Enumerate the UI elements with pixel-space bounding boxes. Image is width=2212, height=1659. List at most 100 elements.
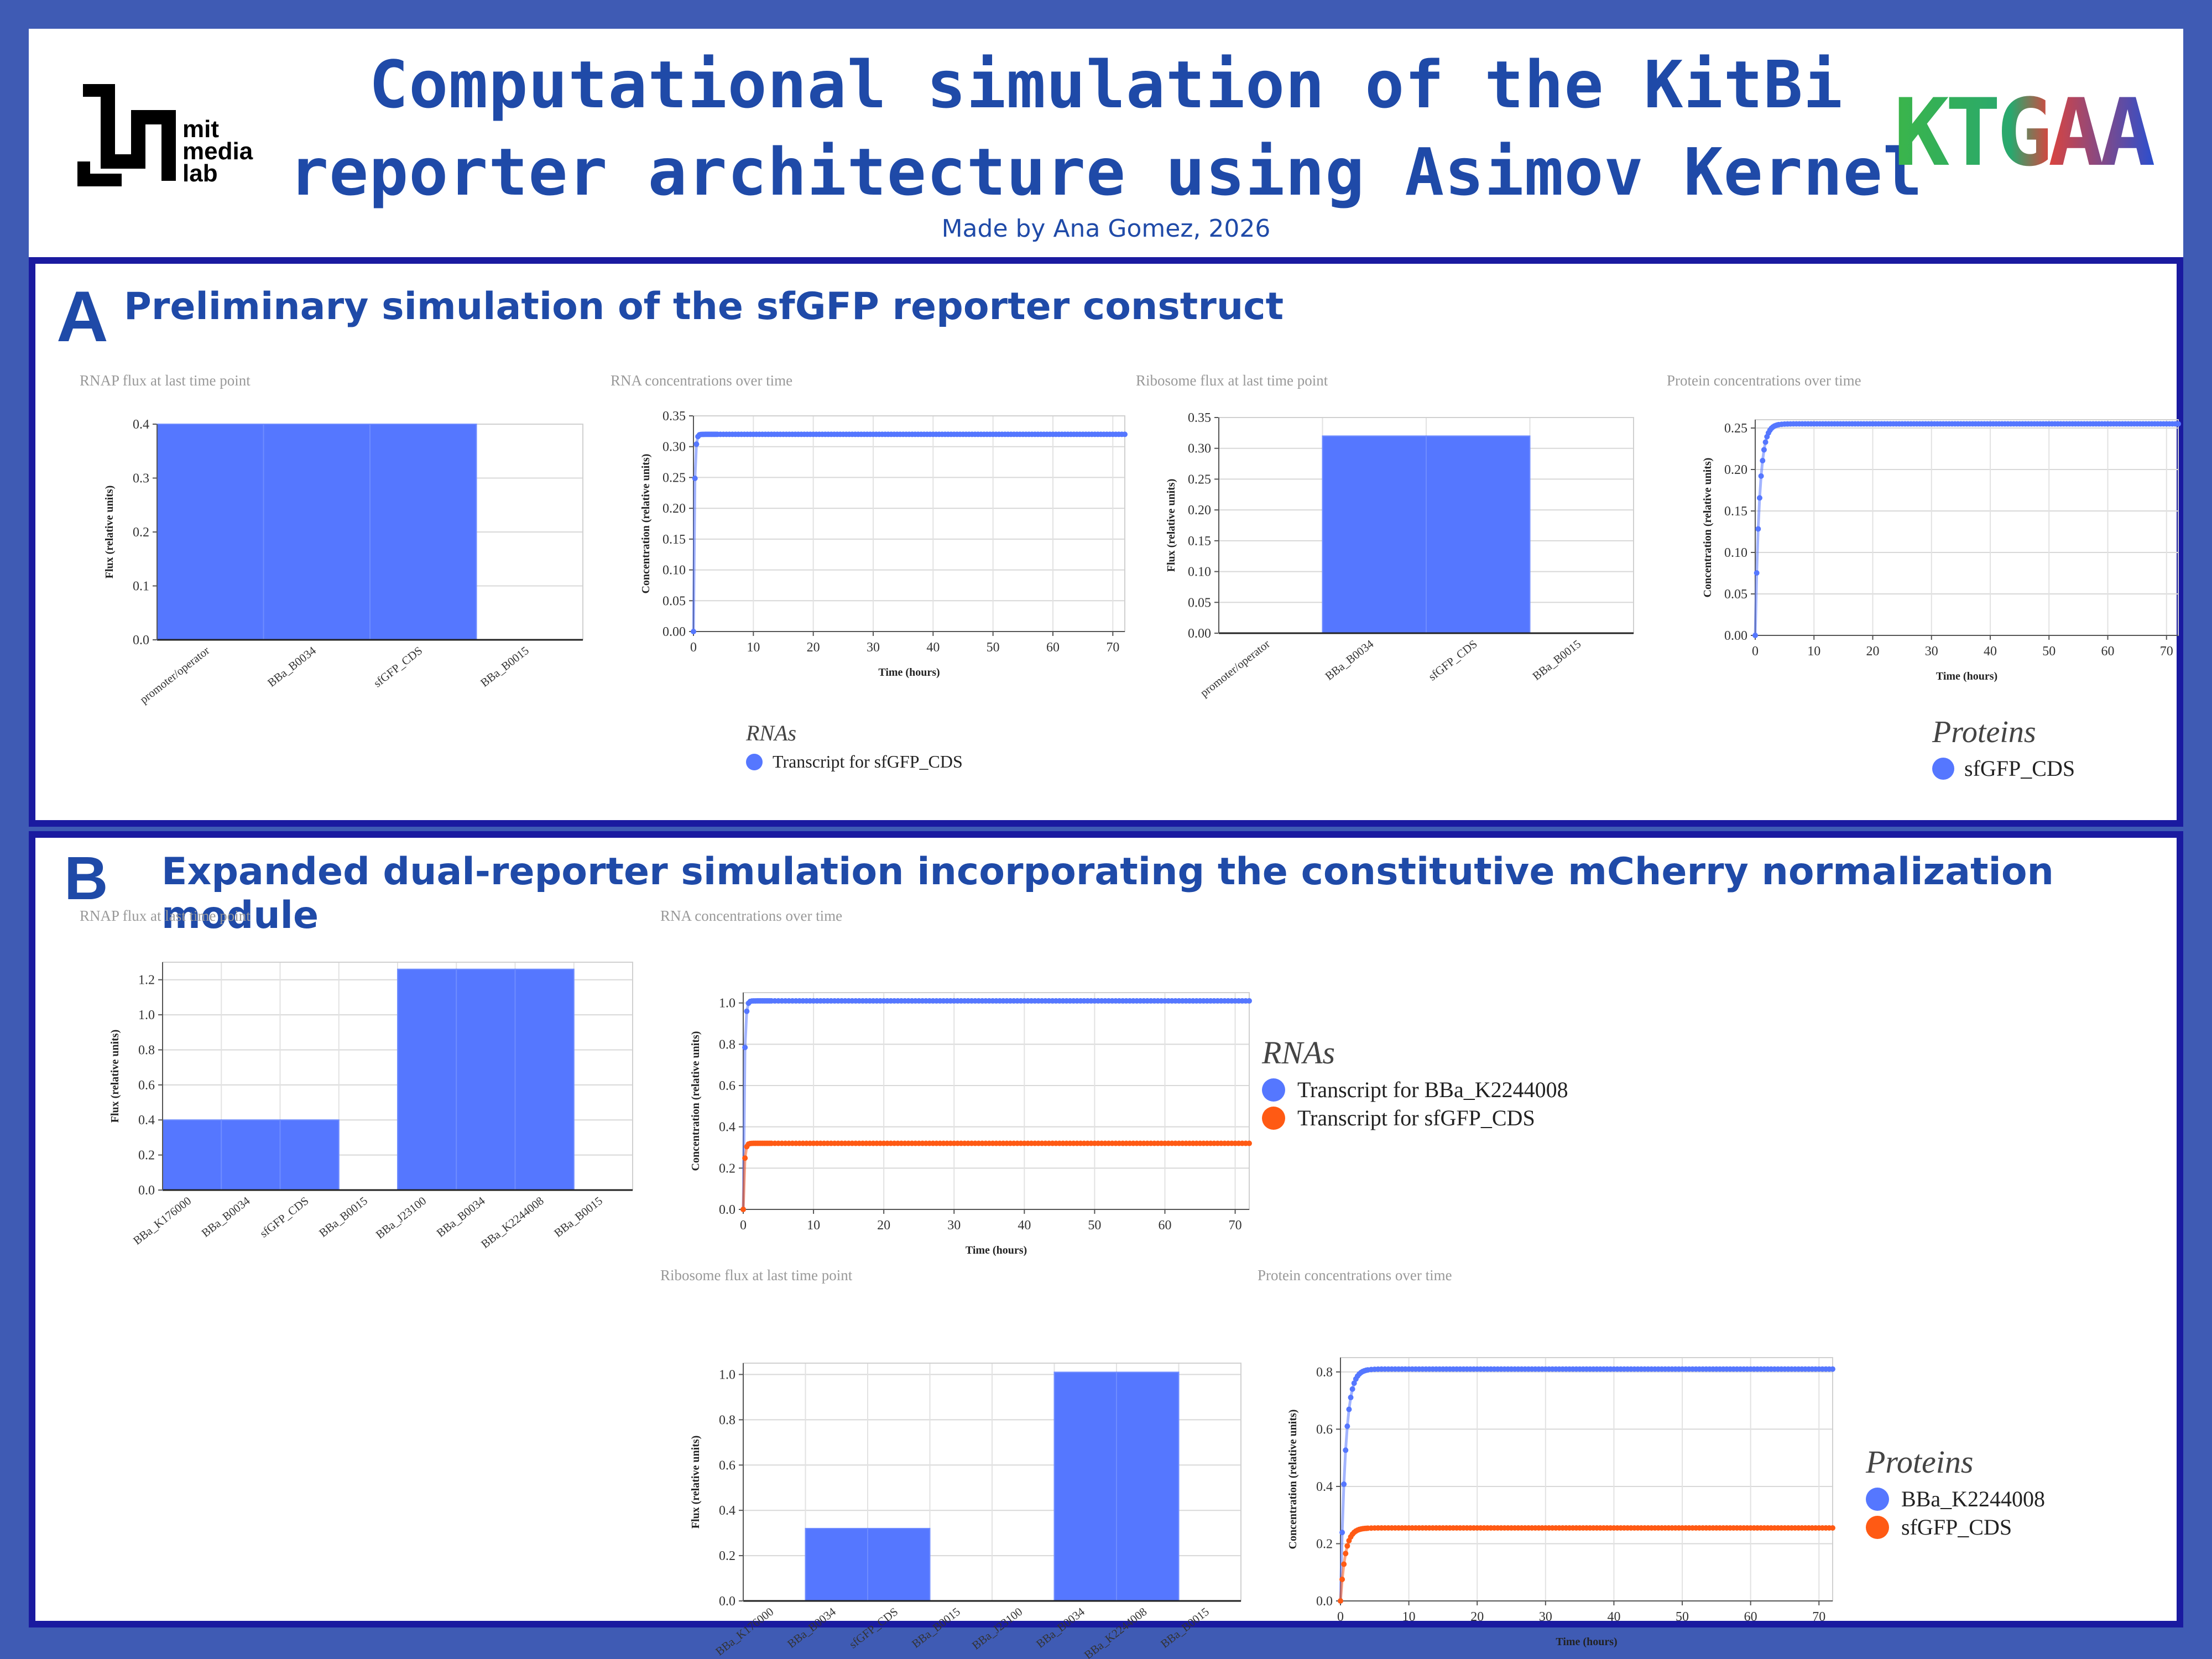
y-tick-label: 0.4 (1316, 1480, 1333, 1494)
y-tick-label: 0.2 (138, 1149, 155, 1163)
series-line (1754, 422, 2178, 636)
x-tick-label: 70 (2160, 644, 2173, 659)
x-tick-label: 40 (1607, 1610, 1620, 1624)
x-tick-label: BBa_B0034 (265, 644, 319, 690)
series-line (1339, 1368, 1833, 1601)
x-tick-label: 30 (1925, 644, 1938, 659)
y-axis-label: Concentration (relative units) (1287, 1410, 1299, 1550)
y-tick-label: 0.6 (719, 1079, 735, 1093)
x-tick-label: 70 (1229, 1218, 1242, 1233)
x-tick-label: BBa_B0034 (434, 1194, 488, 1240)
y-tick-label: 0.2 (719, 1549, 735, 1563)
legend-a-proteins: Proteins sfGFP_CDS (1932, 714, 2075, 781)
ktgaa-logo-text: KTGAA (1893, 94, 2154, 177)
data-point (1343, 1447, 1349, 1453)
chart-title: RNA concentrations over time (660, 907, 842, 924)
series-swatch (1932, 757, 1954, 780)
y-axis-label: Concentration (relative units) (1702, 458, 1714, 598)
x-tick-label: sfGFP_CDS (847, 1605, 901, 1651)
data-point (693, 441, 700, 447)
y-tick-label: 0.20 (1724, 463, 1747, 477)
y-tick-label: 0.8 (1316, 1365, 1333, 1380)
y-tick-label: 0.10 (1188, 565, 1211, 580)
series (691, 431, 1128, 634)
x-tick-label: 30 (947, 1218, 961, 1233)
bar (456, 968, 516, 1191)
y-tick-label: 0.6 (1316, 1422, 1333, 1437)
x-tick-label: 60 (2101, 644, 2115, 659)
chart-title: RNA concentrations over time (611, 372, 792, 389)
x-tick-label: BBa_J23100 (373, 1194, 429, 1241)
chart-svg: RNA concentrations over time 0.0 0.2 0.4 0.6… (660, 907, 1252, 1256)
y-tick-label: 1.0 (719, 1368, 735, 1382)
chart-a-ribosome-flux: Ribosome flux at last time point 0.00 0.05… (1136, 369, 1634, 700)
data-point (1762, 439, 1768, 445)
y-axis-label: Flux (relative units) (109, 1030, 121, 1123)
data-point (1341, 1561, 1347, 1567)
poster-header: mit media lab Computational simulation o… (29, 29, 2183, 257)
data-point (1754, 570, 1760, 576)
x-tick-label: 10 (807, 1218, 820, 1233)
y-tick-label: 0.4 (719, 1120, 735, 1135)
y-tick-label: 0.15 (1188, 534, 1211, 549)
data-point (1760, 457, 1766, 463)
x-axis-label: Time (hours) (1556, 1636, 1617, 1648)
x-tick-label: 20 (1470, 1610, 1484, 1624)
x-tick-label: BBa_K176000 (131, 1194, 194, 1247)
legend-item-label: Transcript for sfGFP_CDS (1297, 1105, 1535, 1130)
ktgaa-logo: KTGAA (1890, 79, 2159, 187)
x-tick-label: 60 (1046, 640, 1060, 655)
y-tick-label: 0.20 (662, 502, 686, 516)
x-axis-label: Time (hours) (966, 1244, 1027, 1256)
x-tick-label: 0 (1752, 644, 1759, 659)
legend-item-label: BBa_K2244008 (1901, 1486, 2045, 1511)
bar (1426, 435, 1531, 634)
x-tick-label: 0 (690, 640, 697, 655)
bar (162, 1119, 222, 1191)
chart-svg: RNAP flux at last time point 0.0 0.1 0.2 0.3… (80, 372, 583, 706)
y-tick-label: 0.4 (138, 1113, 155, 1128)
data-point (1830, 1525, 1835, 1531)
x-tick-label: 10 (1807, 644, 1820, 659)
chart-b-rnap-flux: RNAP flux at last time point 0.0 0.2 0.4 0.6… (80, 904, 633, 1302)
plot-frame (693, 415, 1125, 632)
plot-frame (1755, 419, 2179, 636)
x-tick-label: 0 (1337, 1610, 1344, 1624)
data-point (1343, 1551, 1349, 1557)
y-axis-label: Concentration (relative units) (640, 454, 652, 594)
panel-a-title: Preliminary simulation of the sfGFP repo… (124, 285, 1284, 328)
series (1338, 1525, 1835, 1604)
legend-a-proteins-title: Proteins (1932, 715, 2036, 749)
x-tick-label: 40 (1018, 1218, 1031, 1233)
x-tick-label: BBa_B0015 (316, 1194, 370, 1240)
y-tick-label: 0.15 (662, 533, 686, 547)
mit-logo-mark (76, 82, 176, 188)
y-tick-label: 0.8 (719, 1413, 735, 1427)
bar (369, 424, 477, 640)
chart-title: RNAP flux at last time point (80, 372, 251, 389)
bar (397, 968, 457, 1191)
bar (263, 424, 371, 640)
y-tick-label: 0.00 (1724, 629, 1747, 643)
data-point (2176, 421, 2181, 427)
y-tick-label: 0.35 (1188, 411, 1211, 425)
x-tick-label: 40 (1984, 644, 1997, 659)
legend-b-proteins: Proteins BBa_K2244008 sfGFP_CDS (1866, 1443, 2045, 1540)
chart-a-rnap-flux: RNAP flux at last time point 0.0 0.1 0.2 0.3… (80, 369, 583, 706)
legend-b-rnas: RNAs Transcript for BBa_K2244008 Transcr… (1262, 1034, 1568, 1131)
series-swatch (1866, 1487, 1889, 1511)
x-tick-label: 50 (1088, 1218, 1101, 1233)
series-swatch (1262, 1078, 1285, 1102)
data-point (692, 475, 698, 481)
chart-a-protein-concentrations: Protein concentrations over time 0.00 0.05… (1667, 369, 2181, 682)
lab-logo-word: lab (182, 160, 218, 187)
y-tick-label: 0.05 (662, 594, 686, 608)
x-tick-label: 0 (740, 1218, 747, 1233)
legend-item: Transcript for sfGFP_CDS (1262, 1105, 1568, 1131)
x-tick-label: BBa_K176000 (713, 1605, 776, 1658)
x-tick-label: BBa_B0034 (785, 1605, 838, 1651)
plot-frame (743, 992, 1250, 1210)
data-point (1344, 1543, 1350, 1549)
y-tick-label: 0.05 (1188, 596, 1211, 610)
x-tick-label: 70 (1812, 1610, 1825, 1624)
